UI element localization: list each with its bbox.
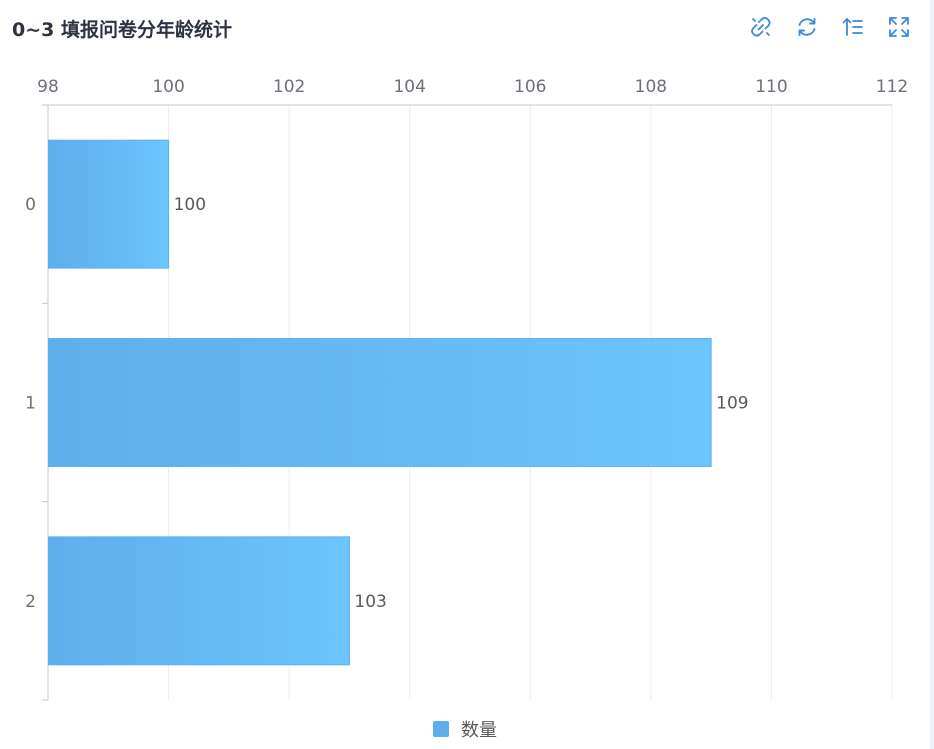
legend-label: 数量 [461, 720, 497, 741]
bar [48, 338, 712, 467]
y-tick-label: 0 [25, 195, 36, 215]
data-view-button[interactable] [744, 12, 778, 42]
scrollbar-edge [930, 0, 934, 749]
chart-title: 0~3 填报问卷分年龄统计 [12, 19, 232, 41]
x-tick-label: 110 [755, 77, 787, 97]
refresh-icon [798, 18, 816, 36]
bar-value-label: 103 [354, 592, 386, 612]
sort-icon [842, 18, 863, 36]
chart-toolbar [744, 12, 916, 42]
bar-chart: 98 100 102 104 106 108 110 112 0 1 2 100 109 103 [25, 77, 908, 701]
fullscreen-button[interactable] [882, 12, 916, 42]
x-tick-label: 108 [635, 77, 667, 97]
x-tick-label: 112 [876, 77, 908, 97]
legend-swatch [433, 721, 449, 737]
sort-button[interactable] [836, 12, 870, 42]
y-tick-label: 1 [25, 394, 36, 414]
x-tick-label: 106 [514, 77, 546, 97]
x-tick-label: 104 [393, 77, 425, 97]
refresh-button[interactable] [790, 12, 824, 42]
bar [48, 536, 350, 666]
bar-value-label: 109 [716, 394, 748, 414]
bar-value-label: 100 [174, 195, 206, 215]
x-tick-label: 98 [37, 77, 59, 97]
data-view-icon [751, 16, 771, 37]
y-tick-label: 2 [25, 592, 36, 612]
fullscreen-icon [889, 17, 909, 37]
x-tick-label: 102 [273, 77, 305, 97]
chart-legend[interactable]: 数量 [0, 716, 930, 742]
x-tick-label: 100 [152, 77, 184, 97]
bar [48, 139, 170, 269]
